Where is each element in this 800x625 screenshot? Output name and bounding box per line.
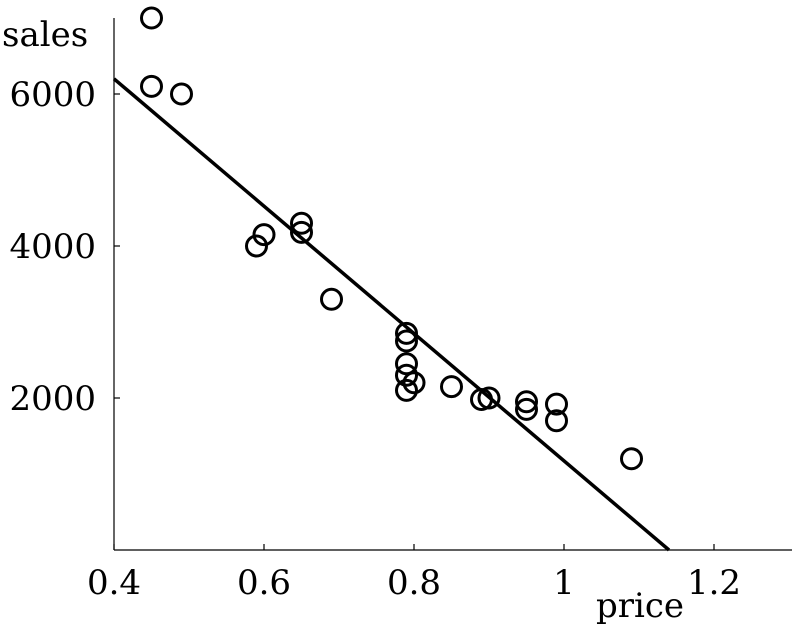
data-point <box>545 392 568 416</box>
regression-line <box>112 77 671 552</box>
x-tick-label: 0.6 <box>237 563 291 603</box>
data-point <box>170 82 193 106</box>
data-point <box>402 371 426 395</box>
data-point <box>395 378 418 402</box>
data-point <box>395 363 418 387</box>
data-point <box>140 74 163 98</box>
data-point <box>440 375 463 399</box>
data-point <box>290 220 313 244</box>
x-tick-label: 0.4 <box>87 563 141 603</box>
data-point <box>290 211 313 235</box>
points-group <box>140 6 643 471</box>
data-point <box>477 386 501 410</box>
x-tick-label: 1 <box>553 563 575 603</box>
x-tick-label: 1.2 <box>687 563 741 603</box>
y-tick-label: 4000 <box>9 227 96 267</box>
data-point <box>515 397 538 421</box>
y-axis-label: sales <box>2 15 88 55</box>
y-tick-label: 6000 <box>9 75 96 115</box>
data-point <box>395 352 418 376</box>
data-point <box>140 6 163 30</box>
data-point <box>620 447 643 471</box>
x-axis-label: price <box>596 586 684 625</box>
x-tick-label: 0.8 <box>387 563 441 603</box>
data-point <box>245 234 268 258</box>
data-point <box>252 223 276 247</box>
fit-line-group <box>112 77 671 552</box>
data-point <box>545 409 568 433</box>
data-point <box>395 321 418 345</box>
y-tick-label: 2000 <box>9 379 96 419</box>
data-point <box>320 287 343 311</box>
data-point <box>395 329 418 353</box>
data-point <box>515 390 538 414</box>
axes: 0.4 0.6 0.8 1 1.2 2000 4000 6000 <box>9 18 792 603</box>
